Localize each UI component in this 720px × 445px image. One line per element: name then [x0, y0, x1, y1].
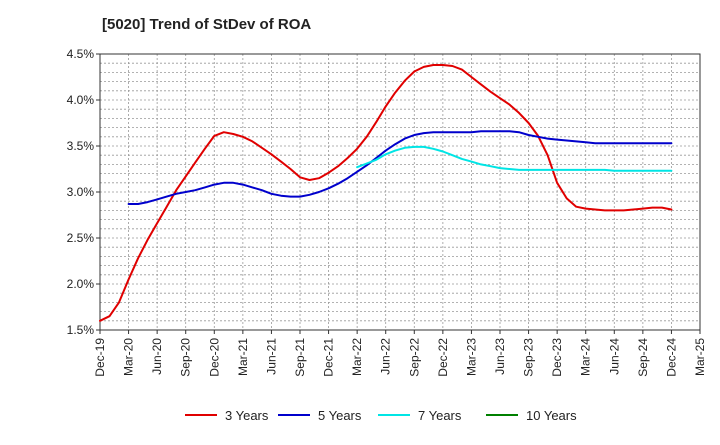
x-tick-label: Mar-23 [464, 338, 478, 376]
x-tick-label: Sep-20 [179, 338, 193, 377]
y-tick-label: 1.5% [67, 323, 95, 337]
legend-label-7-years: 7 Years [418, 408, 462, 423]
x-tick-label: Jun-21 [264, 338, 278, 375]
x-tick-label: Dec-23 [550, 338, 564, 377]
series-lines [99, 64, 673, 322]
legend-label-5-years: 5 Years [318, 408, 362, 423]
x-tick-label: Mar-24 [579, 338, 593, 376]
series-line-5-years [127, 130, 673, 205]
x-tick-label: Dec-21 [322, 338, 336, 377]
x-tick-label: Sep-23 [522, 338, 536, 377]
x-tick-label: Jun-24 [607, 338, 621, 375]
y-tick-label: 4.5% [67, 47, 95, 61]
x-tick-label: Dec-22 [436, 338, 450, 377]
y-tick-label: 3.0% [67, 185, 95, 199]
x-tick-label: Mar-21 [236, 338, 250, 376]
x-tick-label: Jun-22 [379, 338, 393, 375]
x-tick-label: Sep-21 [293, 338, 307, 377]
x-tick-label: Sep-22 [407, 338, 421, 377]
series-line-7-years [356, 145, 673, 172]
x-tick-label: Mar-20 [122, 338, 136, 376]
y-tick-label: 2.0% [67, 277, 95, 291]
x-tick-label: Jun-20 [150, 338, 164, 375]
series-line-3-years [99, 64, 673, 322]
y-tick-label: 3.5% [67, 139, 95, 153]
x-tick-label: Mar-22 [350, 338, 364, 376]
x-tick-label: Dec-19 [93, 338, 107, 377]
x-tick-label: Sep-24 [636, 338, 650, 377]
x-tick-label: Dec-24 [664, 338, 678, 377]
y-tick-label: 2.5% [67, 231, 95, 245]
x-tick-label: Jun-23 [493, 338, 507, 375]
y-tick-label: 4.0% [67, 93, 95, 107]
axes: 1.5% 2.0% 2.5% 3.0% 3.5% 4.0% 4.5% Dec-19 Mar-20… [67, 47, 707, 377]
x-tick-label: Mar-25 [693, 338, 707, 376]
chart-title: [5020] Trend of StDev of ROA [102, 16, 312, 33]
x-tick-label: Dec-20 [207, 338, 221, 377]
legend-label-3-years: 3 Years [225, 408, 269, 423]
legend-label-10-years: 10 Years [526, 408, 577, 423]
legend: 3 Years 5 Years 7 Years 10 Years [185, 408, 577, 423]
